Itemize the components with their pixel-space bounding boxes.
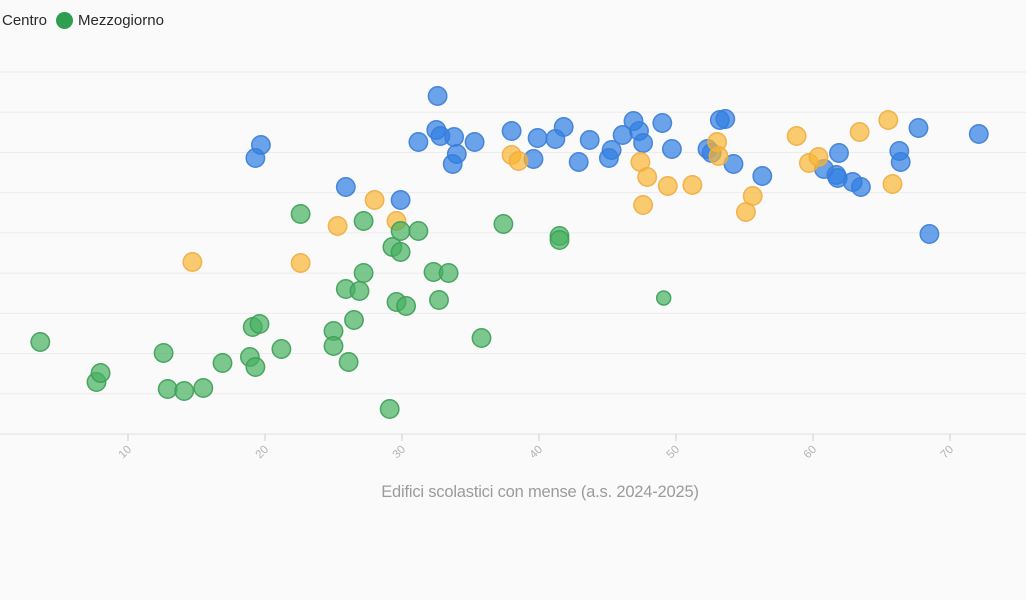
data-point-series-yellow[interactable] [657,176,678,196]
x-tick-label: 50 [665,444,683,462]
data-point-series-green[interactable] [438,263,459,283]
data-point-series-green[interactable] [471,328,492,348]
x-axis-title: Edifici scolastici con mense (a.s. 2024-… [381,483,699,501]
legend-dot-icon [56,12,74,29]
x-tick-label: 60 [802,444,820,462]
data-point-series-blue[interactable] [579,130,600,150]
data-point-series-green[interactable] [655,290,672,306]
data-point-series-blue[interactable] [850,177,871,197]
data-point-series-blue[interactable] [633,133,654,153]
data-point-series-green[interactable] [396,296,417,316]
data-point-series-yellow[interactable] [878,110,899,130]
data-point-series-yellow[interactable] [182,252,203,272]
data-point-series-green[interactable] [390,221,411,241]
data-point-series-blue[interactable] [408,132,429,152]
data-point-series-yellow[interactable] [364,190,385,210]
data-point-series-green[interactable] [493,214,514,234]
data-point-series-green[interactable] [30,332,51,352]
data-point-series-green[interactable] [338,352,359,372]
data-point-series-blue[interactable] [652,113,673,133]
data-point-series-yellow[interactable] [742,186,763,206]
data-point-series-green[interactable] [323,336,344,356]
data-point-series-green[interactable] [353,263,374,283]
data-point-series-yellow[interactable] [633,195,654,215]
data-point-series-blue[interactable] [390,190,411,210]
data-point-series-yellow[interactable] [327,216,348,236]
data-point-series-blue[interactable] [444,127,465,147]
legend-item-mezzogiorno[interactable]: Mezzogiorno [56,12,164,29]
data-point-series-blue[interactable] [752,166,773,186]
data-point-series-blue[interactable] [553,117,574,137]
data-points [30,86,989,419]
data-point-series-green[interactable] [349,281,370,301]
data-point-series-yellow[interactable] [786,126,807,146]
data-point-series-green[interactable] [157,379,178,399]
data-point-series-blue[interactable] [245,148,266,168]
data-point-series-green[interactable] [90,363,111,383]
legend-item-centro[interactable]: Centro [2,12,47,29]
x-tick-label: 30 [391,444,409,462]
data-point-series-blue[interactable] [527,128,548,148]
data-point-series-yellow[interactable] [637,167,658,187]
data-point-series-green[interactable] [271,339,292,359]
data-point-series-yellow[interactable] [290,253,311,273]
x-axis: 10 20 30 40 50 60 70 [0,433,1026,462]
data-point-series-green[interactable] [193,378,214,398]
gridlines [0,71,1026,395]
data-point-series-blue[interactable] [890,152,911,172]
data-point-series-green[interactable] [408,221,429,241]
x-tick-label: 20 [254,444,272,462]
data-point-series-blue[interactable] [464,132,485,152]
data-point-series-green[interactable] [549,230,570,250]
data-point-series-yellow[interactable] [508,151,529,171]
data-point-series-green[interactable] [379,399,400,419]
legend-label-mezzogiorno: Mezzogiorno [78,12,164,29]
legend-label-centro: Centro [2,12,48,29]
x-tick-label: 40 [528,444,546,462]
data-point-series-green[interactable] [245,357,266,377]
data-point-series-green[interactable] [390,242,411,262]
data-point-series-green[interactable] [212,353,233,373]
data-point-series-green[interactable] [174,381,195,401]
data-point-series-yellow[interactable] [849,122,870,142]
data-point-series-blue[interactable] [968,124,989,144]
data-point-series-yellow[interactable] [682,175,703,195]
data-point-series-blue[interactable] [715,109,736,129]
data-point-series-green[interactable] [249,314,270,334]
legend: Centro Mezzogiorno [2,12,164,29]
data-point-series-green[interactable] [353,211,374,231]
data-point-series-green[interactable] [344,310,364,330]
data-point-series-green[interactable] [290,204,311,224]
data-point-series-blue[interactable] [598,148,619,168]
x-tick-label: 10 [117,444,135,462]
data-point-series-blue[interactable] [919,224,940,244]
data-point-series-blue[interactable] [501,121,522,141]
data-point-series-green[interactable] [153,343,174,363]
x-tick-label: 70 [939,444,957,462]
data-point-series-blue[interactable] [427,86,448,106]
data-point-series-yellow[interactable] [882,174,903,194]
data-point-series-blue[interactable] [908,118,929,138]
data-point-series-blue[interactable] [568,152,589,172]
data-point-series-yellow[interactable] [808,147,829,167]
data-point-series-yellow[interactable] [708,146,729,166]
data-point-series-blue[interactable] [661,139,682,159]
data-point-series-green[interactable] [429,290,449,310]
data-point-series-blue[interactable] [829,143,849,163]
data-point-series-blue[interactable] [442,154,463,174]
data-point-series-blue[interactable] [335,177,356,197]
